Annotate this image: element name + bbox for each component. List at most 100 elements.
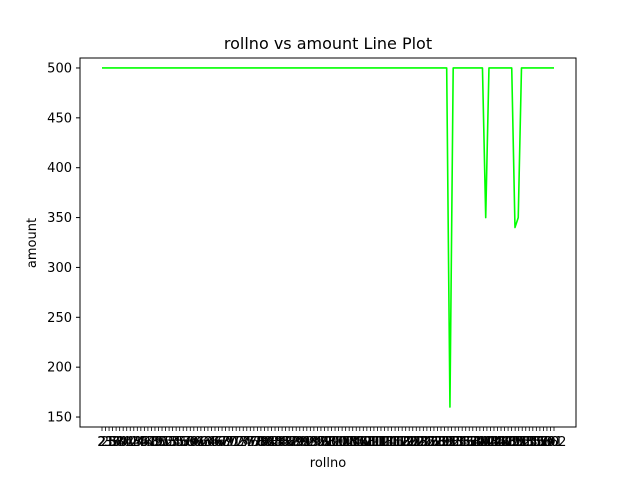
x-tick-label: 113 [369,435,394,450]
x-tick-label: 106 [344,435,369,450]
x-tick-label: 50 [150,435,167,450]
x-tick-label: 68 [214,435,231,450]
x-tick-label: 46 [136,435,153,450]
x-tick-label: 83 [267,435,284,450]
x-tick-label: 98 [320,435,337,450]
x-tick-label: 141 [467,435,492,450]
chart-title: rollno vs amount Line Plot [224,34,432,53]
x-tick-label: 134 [443,435,468,450]
x-tick-label: 122 [400,435,425,450]
x-tick-label: 112 [365,435,390,450]
x-tick-label: 64 [200,435,217,450]
x-tick-label: 150 [499,435,524,450]
y-tick-label: 150 [47,411,72,426]
x-tick-label: 147 [489,435,514,450]
x-tick-label: 55 [168,435,185,450]
x-tick-label: 45 [133,435,150,450]
x-tick-label: 139 [460,435,485,450]
x-tick-label: 81 [260,435,277,450]
x-tick-label: 105 [340,435,365,450]
y-axis-ticks: 150 200 250 300 350 400 450 500 [47,61,80,426]
x-tick-label: 111 [361,435,386,450]
x-tick-label: 130 [429,435,454,450]
x-tick-label: 109 [354,435,379,450]
x-tick-label: 126 [414,435,439,450]
x-tick-label: 49 [147,435,164,450]
x-tick-label: 124 [407,435,432,450]
x-tick-label: 119 [390,435,415,450]
x-tick-label: 59 [182,435,199,450]
x-tick-label: 44 [129,435,146,450]
x-tick-label: 151 [503,435,528,450]
x-tick-label: 116 [379,435,404,450]
x-tick-label: 128 [422,435,447,450]
x-tick-label: 125 [411,435,436,450]
y-tick-label: 200 [47,361,72,376]
x-tick-label: 99 [323,435,340,450]
x-tick-label: 21 [97,435,114,450]
x-axis-ticks: 2212536383940414243444546474849505152535… [97,427,566,450]
x-tick-label: 42 [122,435,139,450]
x-tick-label: 153 [510,435,535,450]
x-tick-label: 144 [478,435,503,450]
x-tick-label: 120 [393,435,418,450]
x-tick-label: 25 [101,435,118,450]
x-tick-label: 90 [291,435,308,450]
x-tick-label: 36 [104,435,121,450]
x-tick-label: 67 [210,435,227,450]
y-tick-label: 300 [47,261,72,276]
x-tick-label: 48 [143,435,160,450]
x-tick-label: 69 [217,435,234,450]
x-tick-label: 40 [115,435,132,450]
x-tick-label: 80 [256,435,273,450]
x-tick-label: 142 [471,435,496,450]
x-tick-label: 140 [464,435,489,450]
x-tick-label: 79 [253,435,270,450]
x-tick-label: 52 [157,435,174,450]
x-tick-label: 103 [333,435,358,450]
x-tick-label: 61 [189,435,206,450]
x-tick-label: 72 [228,435,245,450]
x-tick-label: 88 [284,435,301,450]
x-tick-label: 51 [154,435,171,450]
x-tick-label: 107 [347,435,372,450]
x-tick-label: 65 [203,435,220,450]
x-tick-label: 82 [263,435,280,450]
x-tick-label: 47 [140,435,157,450]
x-tick-label: 91 [295,435,312,450]
x-tick-label: 157 [524,435,549,450]
x-tick-label: 63 [196,435,213,450]
x-tick-label: 133 [439,435,464,450]
x-tick-label: 100 [323,435,348,450]
y-tick-label: 500 [47,61,72,76]
x-tick-label: 152 [506,435,531,450]
x-tick-label: 2 [98,435,106,450]
x-axis-label: rollno [310,456,346,471]
x-tick-label: 97 [316,435,333,450]
x-tick-label: 71 [224,435,241,450]
x-tick-label: 94 [306,435,323,450]
series-line-amount [102,67,554,408]
x-tick-label: 155 [517,435,542,450]
x-tick-label: 101 [326,435,351,450]
x-tick-label: 56 [171,435,188,450]
x-tick-label: 160 [535,435,560,450]
x-tick-label: 104 [337,435,362,450]
x-tick-label: 108 [351,435,376,450]
x-tick-label: 123 [404,435,429,450]
x-tick-label: 95 [309,435,326,450]
x-tick-label: 78 [249,435,266,450]
x-tick-label: 156 [520,435,545,450]
y-tick-label: 250 [47,311,72,326]
x-tick-label: 102 [330,435,355,450]
x-tick-label: 117 [383,435,408,450]
x-tick-label: 137 [453,435,478,450]
y-axis-label: amount [25,218,40,268]
x-tick-label: 53 [161,435,178,450]
x-tick-label: 58 [178,435,195,450]
x-tick-label: 132 [436,435,461,450]
x-tick-label: 127 [418,435,443,450]
